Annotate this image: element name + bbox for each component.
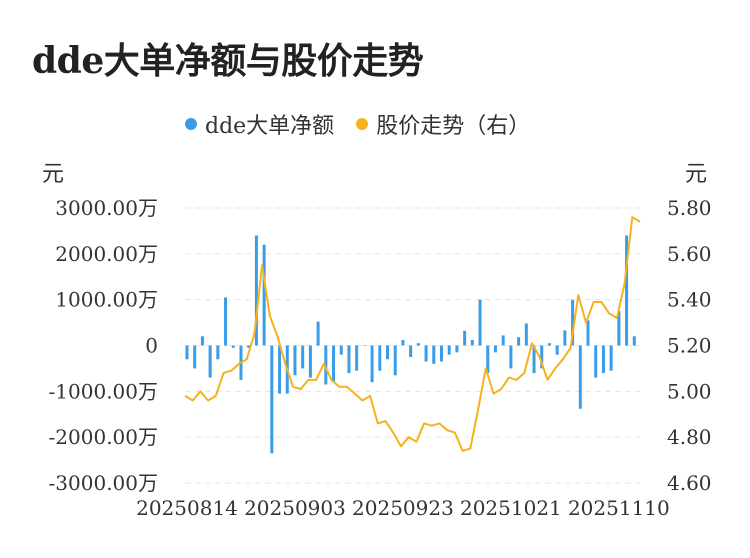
dde-bar (278, 345, 282, 394)
x-tick-label: 20251021 (460, 496, 562, 520)
x-tick-label: 20250903 (244, 496, 346, 520)
y-right-tick-label: 4.80 (667, 425, 712, 449)
dde-bar (224, 297, 228, 346)
legend-label-price: 股价走势（右） (376, 114, 531, 139)
dde-bar (439, 345, 443, 362)
dde-bar (594, 345, 598, 378)
dde-bar (486, 345, 490, 373)
y-right-tick-label: 5.00 (667, 379, 712, 403)
dde-bar (463, 330, 467, 346)
dde-bar (563, 330, 567, 346)
legend-dot-dde (185, 118, 197, 130)
x-tick-label: 20250814 (136, 496, 238, 520)
dde-bar (532, 345, 536, 373)
dde-bar (231, 345, 235, 348)
y-right-tick-label: 5.20 (667, 334, 712, 358)
dde-bar (386, 345, 390, 360)
dde-bar (409, 345, 413, 357)
dde-bar (339, 345, 343, 355)
dde-bar (316, 321, 320, 346)
dde-bar (208, 345, 212, 378)
y-left-tick-label: 2000.00万 (55, 242, 158, 266)
dde-bar (247, 345, 251, 348)
y-right-tick-label: 5.80 (667, 196, 712, 220)
x-tick-label: 20251110 (568, 496, 670, 520)
y-left-tick-label: 0 (145, 334, 158, 358)
dde-bar (416, 343, 420, 346)
legend-item-dde[interactable]: dde大单净额 (185, 108, 334, 140)
dde-bar (424, 345, 428, 362)
legend-item-price[interactable]: 股价走势（右） (356, 108, 530, 140)
dde-bar (555, 345, 559, 355)
dde-bar (578, 345, 582, 409)
chart-title: dde大单净额与股价走势 (32, 40, 424, 82)
dde-bar (601, 345, 605, 373)
y-right-tick-label: 5.40 (667, 288, 712, 312)
dde-bar (185, 345, 189, 360)
dde-bar (347, 345, 351, 373)
dde-bar (455, 345, 459, 353)
dde-bar (193, 345, 197, 369)
dde-bar (362, 345, 366, 346)
price-line (184, 216, 641, 452)
y-left-tick-label: 1000.00万 (55, 288, 158, 312)
dde-bar (609, 345, 613, 371)
dde-bar (625, 235, 629, 346)
dde-bar (301, 345, 305, 369)
dde-bar (393, 345, 397, 376)
dde-bar (517, 337, 521, 346)
right-axis-unit: 元 (685, 162, 708, 187)
dde-bar (524, 323, 528, 346)
dde-bar (378, 345, 382, 371)
dde-bar (200, 336, 204, 346)
dde-bar (586, 320, 590, 346)
dde-bar (632, 336, 636, 346)
dde-bar (447, 345, 451, 355)
legend: dde大单净额 股价走势（右） (185, 108, 552, 140)
legend-dot-price (356, 118, 369, 130)
dde-bar (571, 299, 575, 346)
dde-bar (478, 299, 482, 346)
dde-bar (324, 345, 328, 385)
dde-bar (370, 345, 374, 383)
dde-bar (470, 340, 474, 346)
dde-bar (432, 345, 436, 364)
dde-bar (617, 311, 621, 346)
dde-bar (493, 345, 497, 353)
y-right-tick-label: 4.60 (667, 471, 712, 495)
left-axis-unit: 元 (42, 162, 65, 187)
dde-bar (501, 335, 505, 346)
legend-label-dde: dde大单净额 (205, 114, 335, 139)
dde-bar (262, 244, 266, 346)
dde-bar (332, 345, 336, 383)
dde-bar (308, 345, 312, 378)
dde-bar (509, 345, 513, 369)
dde-bar (355, 345, 359, 371)
dde-bar (293, 345, 297, 376)
dde-bar (540, 345, 544, 369)
y-right-tick-label: 5.60 (667, 242, 712, 266)
y-left-tick-label: 3000.00万 (55, 196, 158, 220)
dde-bar (270, 345, 274, 454)
dde-bar (216, 345, 220, 360)
y-left-tick-label: -1000.00万 (49, 379, 158, 403)
x-tick-label: 20250923 (352, 496, 454, 520)
y-left-tick-label: -3000.00万 (49, 471, 158, 495)
dde-bar (254, 235, 258, 346)
dde-bar (401, 340, 405, 346)
dde-bar (547, 343, 551, 346)
y-left-tick-label: -2000.00万 (49, 425, 158, 449)
